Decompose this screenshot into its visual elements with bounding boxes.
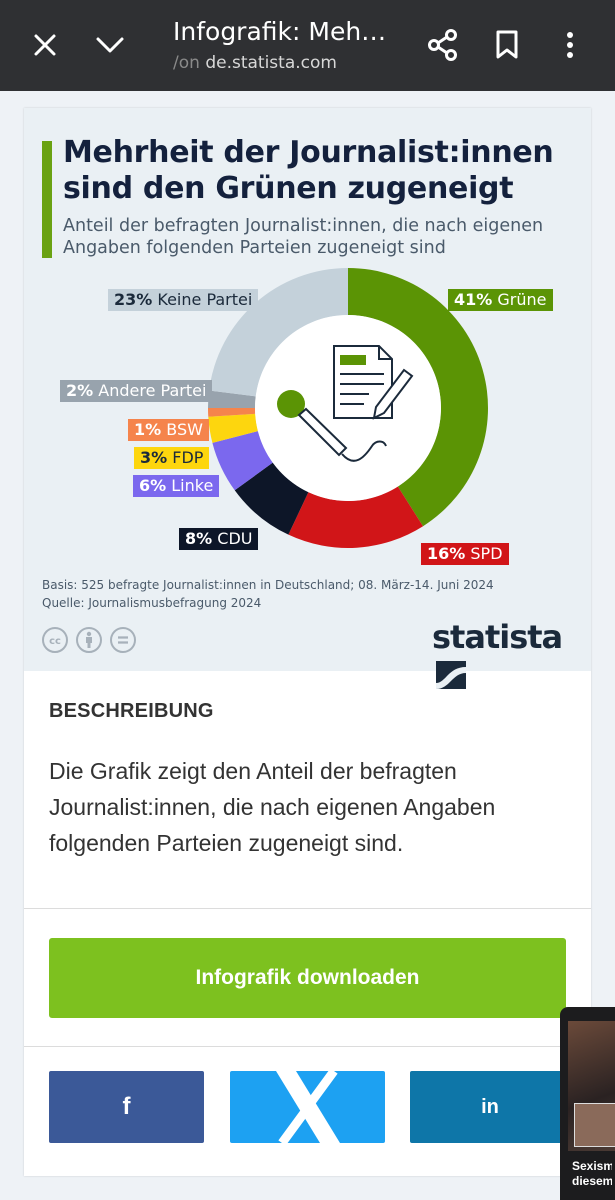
- label-gruene-pct: 41%: [454, 290, 493, 309]
- label-bsw-name: BSW: [166, 420, 203, 439]
- basis-text: Basis: 525 befragte Journalist:innen in …: [42, 578, 494, 592]
- donut-slice-bsw: [208, 408, 256, 417]
- bookmark-icon[interactable]: [488, 26, 526, 64]
- infographic-subtitle: Anteil der befragten Journalist:innen, d…: [63, 216, 544, 258]
- url-domain: de.statista.com: [205, 53, 337, 73]
- chevron-down-icon[interactable]: [90, 26, 130, 64]
- label-linke-pct: 6%: [139, 476, 167, 495]
- label-keine-name: Keine Partei: [157, 290, 253, 309]
- label-cdu: 8% CDU: [179, 528, 259, 550]
- label-fdp-name: FDP: [172, 448, 204, 467]
- donut-slice-linke: [212, 431, 273, 491]
- donut-slice-andere-partei: [208, 390, 256, 408]
- label-spd: 16% SPD: [421, 543, 509, 565]
- label-linke: 6% Linke: [133, 475, 220, 497]
- label-keine: 23% Keine Partei: [108, 289, 259, 311]
- label-fdp-pct: 3%: [140, 448, 168, 467]
- document-microphone-icon: [277, 345, 414, 462]
- statista-wordmark: statista: [432, 618, 563, 656]
- video-caption: Sexismus diesem: [572, 1159, 612, 1188]
- share-icon[interactable]: [424, 26, 462, 64]
- browser-toolbar: Infografik: Meh… /on de.statista.com: [0, 0, 615, 91]
- video-inset: [574, 1103, 615, 1147]
- infographic: Mehrheit der Journalist:innen sind den G…: [24, 108, 591, 689]
- close-icon[interactable]: [26, 26, 64, 64]
- infographic-title: Mehrheit der Journalist:innen sind den G…: [63, 135, 554, 206]
- label-spd-pct: 16%: [427, 544, 466, 563]
- label-andere-name: Andere Partei: [98, 381, 207, 400]
- description-text: Die Grafik zeigt den Anteil der befragte…: [49, 758, 496, 856]
- video-preview[interactable]: Sexismus diesem: [560, 1007, 615, 1200]
- label-andere-pct: 2%: [66, 381, 94, 400]
- source-text: Quelle: Journalismusbefragung 2024: [42, 596, 262, 610]
- label-bsw-pct: 1%: [134, 420, 162, 439]
- label-keine-pct: 23%: [114, 290, 153, 309]
- description-heading: BESCHREIBUNG: [49, 700, 214, 722]
- page-title: Infografik: Meh…: [173, 17, 387, 46]
- donut-chart: [208, 268, 488, 548]
- label-cdu-name: CDU: [217, 529, 253, 548]
- page-url: /on de.statista.com: [173, 53, 337, 73]
- x-icon: [275, 1071, 340, 1143]
- license-icons: cc: [41, 626, 137, 654]
- by-icon: [76, 627, 102, 653]
- divider: [24, 908, 591, 909]
- title-accent-bar: [42, 141, 52, 258]
- label-fdp: 3% FDP: [134, 447, 210, 469]
- linkedin-icon: in: [481, 1095, 499, 1118]
- infographic-card: Mehrheit der Journalist:innen sind den G…: [24, 108, 591, 1176]
- divider: [24, 1046, 591, 1047]
- statista-logo-icon: [436, 661, 466, 689]
- svg-text:cc: cc: [49, 636, 61, 647]
- facebook-share-button[interactable]: f: [49, 1071, 204, 1143]
- statista-logo: statista: [432, 618, 591, 694]
- url-prefix: /on: [173, 53, 200, 73]
- donut-slice-fdp: [208, 413, 258, 443]
- donut-slice-gr-ne: [348, 268, 488, 527]
- donut-slice-keine-partei: [209, 268, 348, 397]
- label-cdu-pct: 8%: [185, 529, 213, 548]
- label-linke-name: Linke: [171, 476, 214, 495]
- x-share-button[interactable]: [230, 1071, 385, 1143]
- linkedin-share-button[interactable]: in: [410, 1071, 570, 1143]
- label-andere: 2% Andere Partei: [60, 380, 213, 402]
- nd-icon: [110, 627, 136, 653]
- label-gruene-name: Grüne: [497, 290, 547, 309]
- donut-slice-spd: [288, 486, 424, 548]
- download-infographic-button[interactable]: Infografik downloaden: [49, 938, 566, 1018]
- chart-footnote: Basis: 525 befragte Journalist:innen in …: [42, 576, 494, 612]
- label-bsw: 1% BSW: [128, 419, 209, 441]
- donut-slice-cdu: [234, 462, 309, 535]
- cc-icon: cc: [42, 627, 68, 653]
- label-spd-name: SPD: [470, 544, 503, 563]
- facebook-icon: f: [122, 1093, 131, 1120]
- more-vert-icon[interactable]: [556, 26, 584, 64]
- label-gruene: 41% Grüne: [448, 289, 553, 311]
